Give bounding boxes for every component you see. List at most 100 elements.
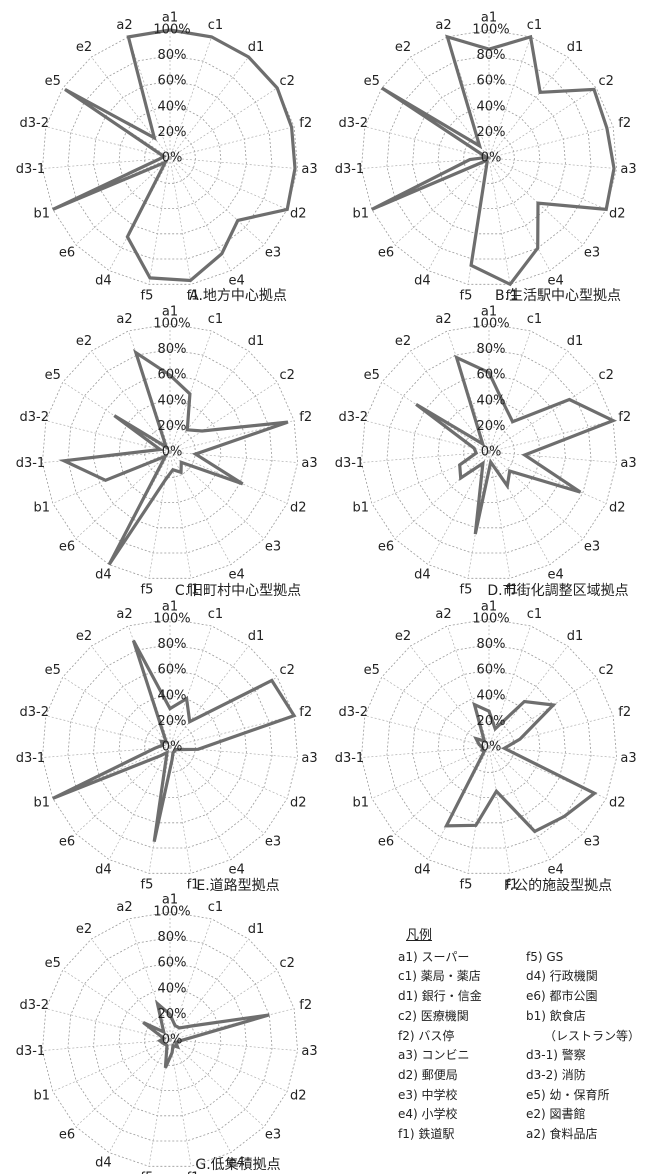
axis-label: b1: [34, 1089, 51, 1104]
grid-spoke: [91, 938, 171, 1041]
axis-label: a1: [481, 305, 497, 320]
chart-title: A.地方中心拠点: [189, 288, 287, 304]
grid-spoke: [169, 381, 278, 453]
axis-label: c2: [279, 74, 294, 89]
grid-spoke: [42, 1039, 171, 1051]
axis-label: f5: [141, 1171, 154, 1174]
grid-ring: [93, 669, 247, 824]
legend-item: c1) 薬局・薬店: [398, 969, 481, 984]
axis-label: d3-1: [335, 751, 365, 766]
axis-label: a1: [162, 600, 178, 615]
axis-label: c1: [208, 312, 223, 327]
tick-label: 60%: [477, 74, 506, 89]
grid-spoke: [488, 451, 551, 565]
tick-label: 60%: [158, 956, 187, 971]
axis-label: d3-2: [339, 410, 369, 425]
axis-label: e3: [584, 834, 600, 849]
tick-label: 100%: [472, 23, 509, 38]
axis-label: a3: [620, 751, 636, 766]
grid-ring: [67, 937, 273, 1142]
tick-label: 0%: [162, 740, 183, 755]
axis-label: a1: [162, 11, 178, 26]
axis-label: f5: [460, 583, 473, 598]
axis-label: d1: [248, 334, 265, 349]
grid-spoke: [488, 350, 568, 453]
grid-spoke: [62, 676, 171, 748]
grid-spoke: [488, 746, 607, 799]
grid-spoke: [169, 420, 295, 453]
axis-label: f1: [187, 289, 200, 304]
axis-label: c2: [598, 368, 613, 383]
radar-chart: a1 c1 d1 c2 f2 a3 d2 e3 e4 f1 f5 d4 e6 b1 d3-1 d3-2 e5 e2…: [335, 305, 637, 600]
grid-spoke: [169, 126, 295, 159]
grid-spoke: [169, 330, 212, 453]
grid-spoke: [169, 746, 232, 860]
axis-label: b1: [353, 501, 370, 516]
grid-ring: [437, 695, 541, 798]
tick-label: 20%: [158, 419, 187, 434]
axis-label: f2: [618, 116, 631, 131]
axis-label: d1: [248, 40, 265, 55]
axis-label: a2: [116, 312, 132, 327]
tick-label: 60%: [158, 74, 187, 89]
radar-chart: a1 c1 d1 c2 f2 a3 d2 e3 e4 f1 f5 d4 e6 b1 d3-1 d3-2 e5 e2…: [16, 11, 318, 305]
axis-label: a1: [481, 600, 497, 615]
grid-spoke: [488, 157, 617, 169]
axis-label: d1: [567, 629, 584, 644]
axis-label: c1: [527, 18, 542, 33]
grid-ring: [41, 911, 299, 1167]
axis-label: d2: [609, 501, 626, 516]
grid-spoke: [42, 746, 171, 758]
grid-ring: [463, 720, 515, 773]
grid-spoke: [169, 157, 265, 245]
grid-spoke: [169, 969, 278, 1041]
axis-label: e6: [59, 245, 75, 260]
tick-label: 0%: [481, 151, 502, 166]
grid-spoke: [447, 36, 490, 159]
tick-label: 80%: [477, 342, 506, 357]
grid-spoke: [488, 330, 531, 453]
grid-spoke: [75, 451, 171, 539]
grid-ring: [67, 349, 273, 554]
grid-spoke: [169, 938, 249, 1041]
data-series: [142, 999, 270, 1069]
grid-spoke: [128, 918, 171, 1041]
axis-label: f5: [141, 878, 154, 893]
axis-label: d3-2: [20, 410, 50, 425]
axis-label: d4: [414, 274, 431, 289]
axis-label: e3: [265, 1127, 281, 1142]
axis-label: c2: [598, 74, 613, 89]
legend-item: a1) スーパー: [398, 949, 470, 964]
grid-ring: [437, 106, 541, 209]
legend-item: d3-1) 警察: [526, 1048, 586, 1063]
tick-label: 20%: [477, 125, 506, 140]
grid-spoke: [108, 1039, 171, 1153]
grid-spoke: [394, 157, 490, 245]
grid-spoke: [169, 645, 249, 748]
axis-label: d3-1: [16, 162, 46, 177]
grid-spoke: [52, 1039, 171, 1092]
axis-label: a2: [435, 607, 451, 622]
axis-label: f5: [460, 289, 473, 304]
tick-label: 80%: [477, 637, 506, 652]
grid-spoke: [467, 746, 490, 874]
grid-spoke: [169, 1039, 288, 1092]
grid-spoke: [169, 918, 212, 1041]
grid-spoke: [488, 715, 614, 748]
axis-label: f1: [506, 289, 519, 304]
axis-label: d1: [248, 629, 265, 644]
axis-label: e3: [584, 245, 600, 260]
grid-spoke: [169, 157, 232, 271]
grid-ring: [67, 55, 273, 260]
axis-label: b1: [34, 796, 51, 811]
grid-spoke: [75, 746, 171, 834]
tick-label: 80%: [477, 48, 506, 63]
tick-label: 100%: [153, 317, 190, 332]
axis-label: e3: [265, 245, 281, 260]
axis-label: f1: [506, 583, 519, 598]
axis-label: f5: [141, 289, 154, 304]
grid-spoke: [42, 157, 171, 169]
axis-label: f1: [187, 878, 200, 893]
grid-spoke: [488, 420, 614, 453]
tick-label: 20%: [158, 1007, 187, 1022]
